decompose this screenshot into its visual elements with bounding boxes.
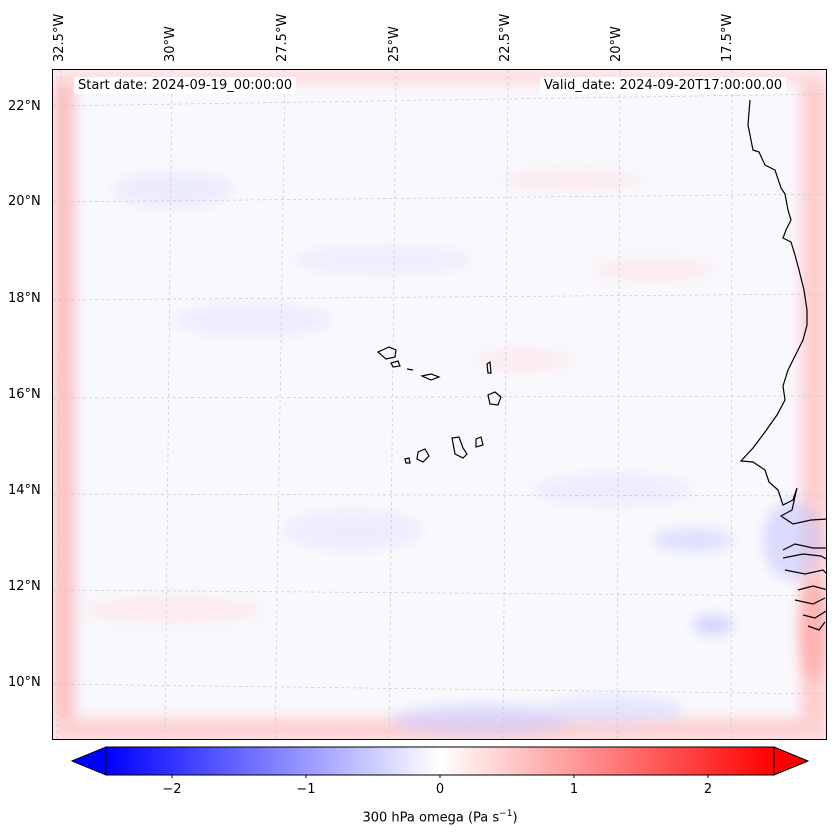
lat-label-12n: 12°N (8, 579, 41, 594)
ascent-area (503, 170, 643, 190)
colorbar-label: 300 hPa omega (Pa s−1) (0, 809, 837, 825)
ascent-area (799, 580, 826, 680)
valid-date-label: Valid_date: 2024-09-20T17:00:00.00 (540, 77, 787, 94)
descent-area (393, 704, 573, 736)
lon-label-20w: 20°W (609, 26, 624, 62)
descent-area (283, 510, 423, 550)
lat-label-14n: 14°N (8, 483, 41, 498)
lat-label-22n: 22°N (8, 99, 41, 114)
ascent-area (473, 348, 573, 372)
island-santiago (451, 436, 468, 459)
island-brava (404, 457, 411, 464)
island-santo-antao (376, 346, 397, 360)
ascent-area (83, 596, 263, 624)
gridline-lon-30w (164, 70, 173, 739)
colorbar-label-close: ) (512, 810, 518, 826)
omega-features (83, 170, 826, 736)
west-africa-coastline (739, 99, 826, 525)
gridline-lon-17-5w (730, 70, 733, 739)
colorbar-gradient (105, 746, 775, 776)
graticule (53, 70, 826, 739)
lat-label-20n: 20°N (8, 194, 41, 209)
colorbar-tick-0: 0 (435, 782, 445, 797)
lat-label-18n: 18°N (8, 291, 41, 306)
coastlines (376, 99, 826, 631)
lon-label-17-5w: 17.5°W (720, 13, 735, 62)
lon-label-25w: 25°W (387, 26, 402, 62)
colorbar-label-exponent: −1 (499, 809, 513, 819)
omega-field-map (53, 70, 826, 739)
gambia-river-coast (782, 543, 826, 575)
descent-area (653, 528, 733, 552)
descent-area (533, 474, 693, 506)
descent-area (173, 304, 333, 336)
island-santa-luzia (406, 368, 414, 371)
colorbar-tick-minus-1: −1 (296, 782, 316, 797)
colorbar-tick-marks (171, 775, 709, 778)
descent-area (693, 615, 733, 635)
lat-label-16n: 16°N (8, 387, 41, 402)
colorbar-max-extend (773, 746, 810, 776)
island-sal (486, 360, 492, 374)
lon-label-30w: 30°W (163, 26, 178, 62)
colorbar-label-text: 300 hPa omega (Pa s (362, 810, 500, 826)
descent-area (763, 500, 823, 580)
colorbar-tick-1: 1 (569, 782, 579, 797)
guinea-bissau-coast (794, 585, 826, 631)
island-fogo (416, 448, 430, 463)
colorbar-tick-minus-2: −2 (162, 782, 182, 797)
lon-label-22-5w: 22.5°W (498, 13, 513, 62)
gridline-lon-22-5w (502, 70, 509, 739)
island-sao-nicolau (420, 373, 441, 381)
island-boa-vista (487, 391, 502, 406)
colorbar (70, 746, 810, 778)
descent-area (113, 172, 233, 208)
colorbar-min-extend (70, 746, 107, 776)
gridline-lon-20w (616, 70, 621, 739)
lat-label-10n: 10°N (8, 675, 41, 690)
start-date-label: Start date: 2024-09-19_00:00:00 (74, 77, 297, 94)
descent-area (543, 696, 683, 724)
gridline-lon-27-5w (274, 70, 286, 739)
descent-area (293, 246, 473, 274)
lon-label-32-5w: 32.5°W (52, 13, 67, 62)
gridline-lon-32-5w (56, 70, 62, 739)
left-boundary-strip (53, 70, 75, 739)
island-maio (475, 436, 484, 448)
map-background (53, 70, 826, 739)
island-sao-vicente (390, 360, 401, 368)
ascent-area (593, 258, 713, 282)
colorbar-tick-2: 2 (703, 782, 713, 797)
gridline-lon-25w (388, 70, 397, 739)
map-panel (52, 69, 827, 740)
lon-label-27-5w: 27.5°W (275, 13, 290, 62)
